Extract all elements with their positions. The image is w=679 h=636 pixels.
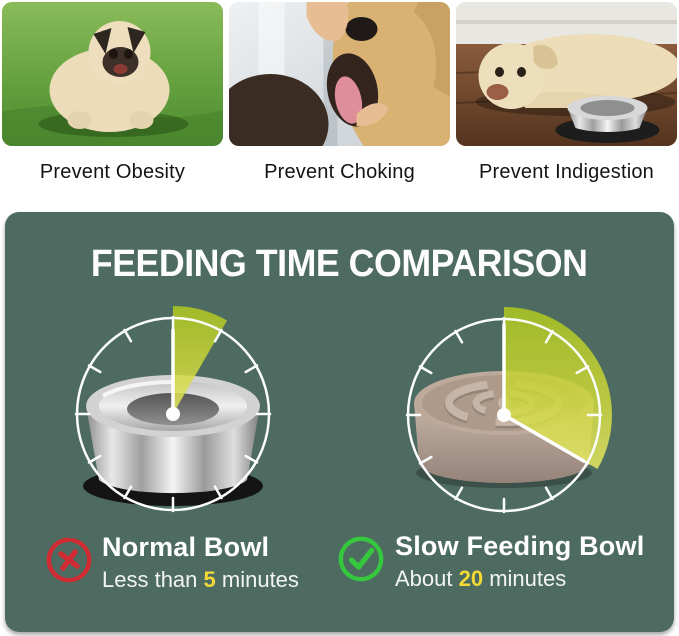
clock-center-dot xyxy=(497,408,511,422)
caption-prevent-indigestion: Prevent Indigestion xyxy=(478,161,655,183)
clock-ticks xyxy=(74,315,272,513)
slow-feeding-bowl-time: About 20 minutes xyxy=(395,566,567,592)
benefit-indigestion: Prevent Indigestion xyxy=(456,2,677,184)
sad-dog-with-bowl-illustration xyxy=(456,2,677,146)
caption-prevent-obesity: Prevent Obesity xyxy=(39,161,186,183)
clock-center-dot xyxy=(166,407,180,421)
normal-bowl-minutes-value: 5 xyxy=(203,567,216,593)
check-icon xyxy=(338,536,384,582)
slow-feeding-bowl-verdict: Slow Feeding Bowl About 20 minutes xyxy=(395,531,644,592)
normal-bowl-time: Less than 5 minutes xyxy=(102,567,299,593)
slow-feeding-bowl-minutes-value: 20 xyxy=(458,566,484,592)
dog-mouth-check-illustration xyxy=(229,2,450,146)
time-wedge xyxy=(173,306,227,414)
normal-bowl-label: Normal Bowl xyxy=(102,532,270,562)
obese-pug-illustration xyxy=(2,2,223,146)
benefit-obesity: Prevent Obesity xyxy=(2,2,223,184)
clock-hand-minutes xyxy=(502,413,586,463)
normal-bowl-clock xyxy=(74,306,272,513)
caption-prevent-choking: Prevent Choking xyxy=(264,161,415,183)
photo-obese-pug-on-grass xyxy=(2,2,223,146)
feeding-time-comparison-panel: FEEDING TIME COMPARISON xyxy=(5,212,674,632)
panel-title: FEEDING TIME COMPARISON xyxy=(91,243,588,285)
slow-feeding-bowl-label: Slow Feeding Bowl xyxy=(395,531,645,561)
benefit-choking: Prevent Choking xyxy=(229,2,450,184)
cross-icon xyxy=(46,537,92,583)
photo-hand-checking-dog-mouth xyxy=(229,2,450,146)
photo-dog-lying-beside-steel-bowl xyxy=(456,2,677,146)
normal-bowl-verdict: Normal Bowl Less than 5 minutes xyxy=(102,532,299,593)
slow-feeding-bowl-clock xyxy=(405,307,612,514)
clock-ticks xyxy=(405,316,603,514)
time-wedge xyxy=(504,307,612,469)
benefits-row: Prevent Obesity Prevent Chokin xyxy=(0,0,679,184)
